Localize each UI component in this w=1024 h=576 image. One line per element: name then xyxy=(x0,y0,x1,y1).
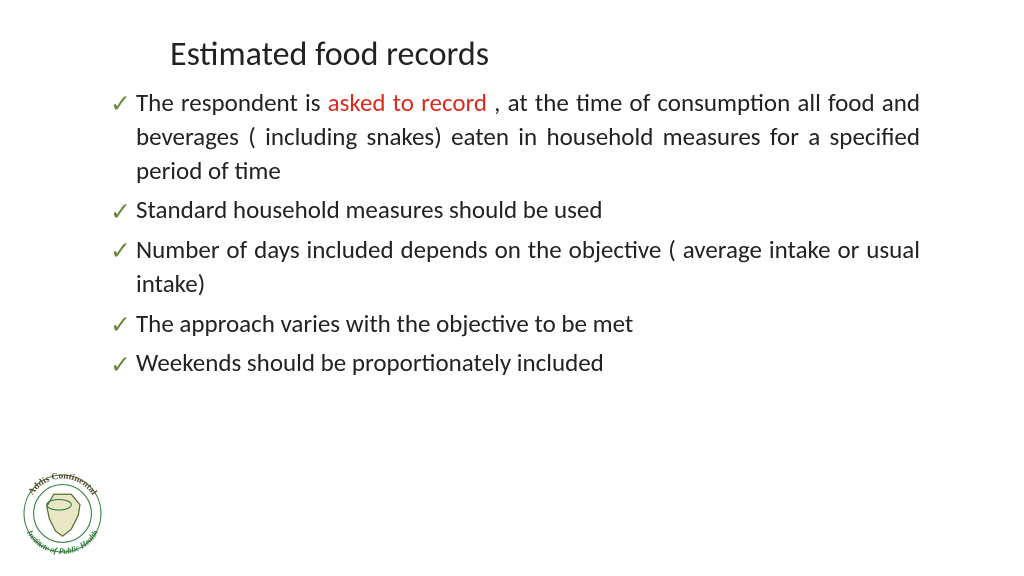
bullet-item: ✓ Number of days included depends on the… xyxy=(110,233,920,301)
svg-text:Addis Continental: Addis Continental xyxy=(26,470,99,496)
checkmark-icon: ✓ xyxy=(110,87,131,121)
bullet-text: Number of days included depends on the o… xyxy=(136,234,920,299)
bullet-text: Weekends should be proportionately inclu… xyxy=(136,347,604,378)
slide-title: Estimated food records xyxy=(170,34,489,75)
bullet-text: The approach varies with the objective t… xyxy=(136,308,633,339)
slide: Estimated food records ✓ The respondent … xyxy=(0,0,1024,576)
logo-top-text: Addis Continental xyxy=(26,470,99,496)
bullet-text: Standard household measures should be us… xyxy=(136,194,602,225)
checkmark-icon: ✓ xyxy=(110,195,131,229)
bullet-list: ✓ The respondent is asked to record , at… xyxy=(110,86,920,386)
checkmark-icon: ✓ xyxy=(110,348,131,382)
bullet-text-segment: The respondent is xyxy=(136,87,328,118)
institute-logo-icon: Addis Continental Institute of Public He… xyxy=(10,461,115,566)
bullet-item: ✓ The approach varies with the objective… xyxy=(110,307,920,341)
checkmark-icon: ✓ xyxy=(110,234,131,268)
bullet-item: ✓ The respondent is asked to record , at… xyxy=(110,86,920,187)
checkmark-icon: ✓ xyxy=(110,308,131,342)
bullet-item: ✓ Weekends should be proportionately inc… xyxy=(110,346,920,380)
bullet-item: ✓ Standard household measures should be … xyxy=(110,193,920,227)
bullet-text-red: asked to record xyxy=(328,87,487,118)
